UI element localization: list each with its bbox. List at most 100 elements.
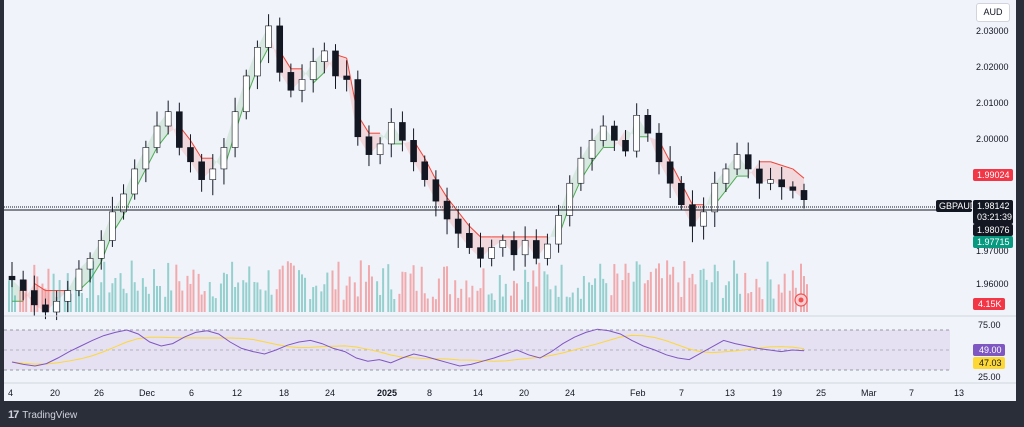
candle-bear[interactable] [276,25,284,73]
candle-bull[interactable] [242,75,250,113]
candle-bear[interactable] [778,179,785,188]
candle-bear[interactable] [532,240,540,259]
candle-bear[interactable] [677,182,685,206]
volume-bar [446,266,449,312]
candle-bear[interactable] [655,132,663,163]
alert-icon[interactable] [794,293,808,307]
candle-bull[interactable] [131,168,139,195]
volume-bar [231,261,234,312]
volume-bar [750,291,753,312]
candle-bull[interactable] [53,300,60,313]
tradingview-wordmark: TradingView [22,409,78,421]
chart-area[interactable]: 2.03000 2.02000 2.01000 2.00000 1.97000 … [4,0,1016,401]
candle-bear[interactable] [332,50,339,77]
candle-bull[interactable] [577,157,585,184]
candle-bear[interactable] [744,154,752,170]
candle-bull[interactable] [488,247,495,259]
candle-bull[interactable] [566,182,574,216]
candle-bull[interactable] [142,147,150,170]
candle-bear[interactable] [666,161,674,184]
candle-bull[interactable] [387,122,395,145]
candle-bull[interactable] [521,240,529,256]
candle-bear[interactable] [644,114,652,134]
candle-bear[interactable] [421,161,429,180]
candle-bull[interactable] [153,125,161,148]
time-tick: Feb [630,388,646,398]
candle-bear[interactable] [622,140,629,152]
price-pane[interactable] [4,14,950,321]
candle-bear[interactable] [365,136,373,155]
volume-bar [256,282,259,312]
volume-bar [364,281,367,312]
volume-bar [181,290,184,312]
candle-bull[interactable] [254,47,261,77]
price-scale[interactable]: 2.03000 2.02000 2.01000 2.00000 1.97000 … [936,26,1013,382]
time-axis[interactable]: 4 20 26 Dec 6 12 18 24 2025 8 14 20 24 F… [4,382,1016,398]
candle-bull[interactable] [309,61,317,80]
candle-bull[interactable] [700,211,707,227]
rsi-pane[interactable] [4,328,950,371]
candle-bear[interactable] [410,140,417,163]
volume-bar [627,272,630,312]
time-tick: 12 [232,388,242,398]
candle-bear[interactable] [477,247,484,259]
candle-bull[interactable] [767,179,774,184]
candle-bull[interactable] [711,182,719,213]
candle-bear[interactable] [611,125,618,141]
candle-bear[interactable] [343,75,350,80]
candle-bear[interactable] [187,147,194,163]
candle-bull[interactable] [733,154,741,170]
candle-bull[interactable] [555,215,562,245]
candle-bear[interactable] [8,275,16,281]
candle-bear[interactable] [789,186,797,191]
candle-bear[interactable] [31,290,38,306]
candles[interactable] [8,14,808,321]
candle-bull[interactable] [164,111,172,127]
candle-bear[interactable] [800,190,808,200]
countdown: 03:21:39 [977,212,1012,222]
candle-bear[interactable] [689,204,696,227]
line-level-value: 1.98076 [977,225,1010,235]
candle-bull[interactable] [109,211,116,241]
candle-bull[interactable] [209,168,217,180]
candle-bull[interactable] [265,25,272,48]
candle-bear[interactable] [756,168,763,184]
candle-bull[interactable] [633,114,640,152]
volume-bar [264,290,267,312]
volume-bar [348,276,351,312]
candle-bull[interactable] [321,50,328,62]
candle-bear[interactable] [19,279,27,291]
candle-bull[interactable] [599,125,607,141]
candle-bear[interactable] [176,111,183,148]
candle-bear[interactable] [354,79,362,138]
candle-bear[interactable] [466,233,473,248]
candle-bull[interactable] [120,193,127,213]
volume-bar [568,297,571,312]
tradingview-logo[interactable]: ⁠17 TradingView [8,408,77,422]
candle-bull[interactable] [86,258,94,270]
candle-bull[interactable] [544,243,551,259]
candle-bull[interactable] [722,168,730,184]
candle-bull[interactable] [588,140,596,159]
candle-bull[interactable] [64,290,72,302]
currency-badge[interactable]: AUD [976,3,1010,22]
candle-bear[interactable] [42,304,49,313]
volume-bar [594,278,597,312]
candle-bull[interactable] [220,147,228,170]
candle-bull[interactable] [75,268,83,291]
chart-svg[interactable]: 2.03000 2.02000 2.01000 2.00000 1.97000 … [4,0,1016,401]
lower-band-tag [973,236,1013,248]
candle-bear[interactable] [454,218,462,234]
volume-bars [8,260,808,312]
candle-bull[interactable] [298,79,306,91]
candle-bear[interactable] [399,122,406,141]
candle-bear[interactable] [198,161,205,180]
candle-bull[interactable] [499,240,507,248]
candle-bull[interactable] [231,111,239,148]
candle-bull[interactable] [376,143,384,155]
volume-bar [219,283,222,312]
candle-bear[interactable] [287,72,295,91]
candle-bear[interactable] [510,240,518,256]
candle-bear[interactable] [432,179,440,202]
candle-bull[interactable] [97,240,105,259]
